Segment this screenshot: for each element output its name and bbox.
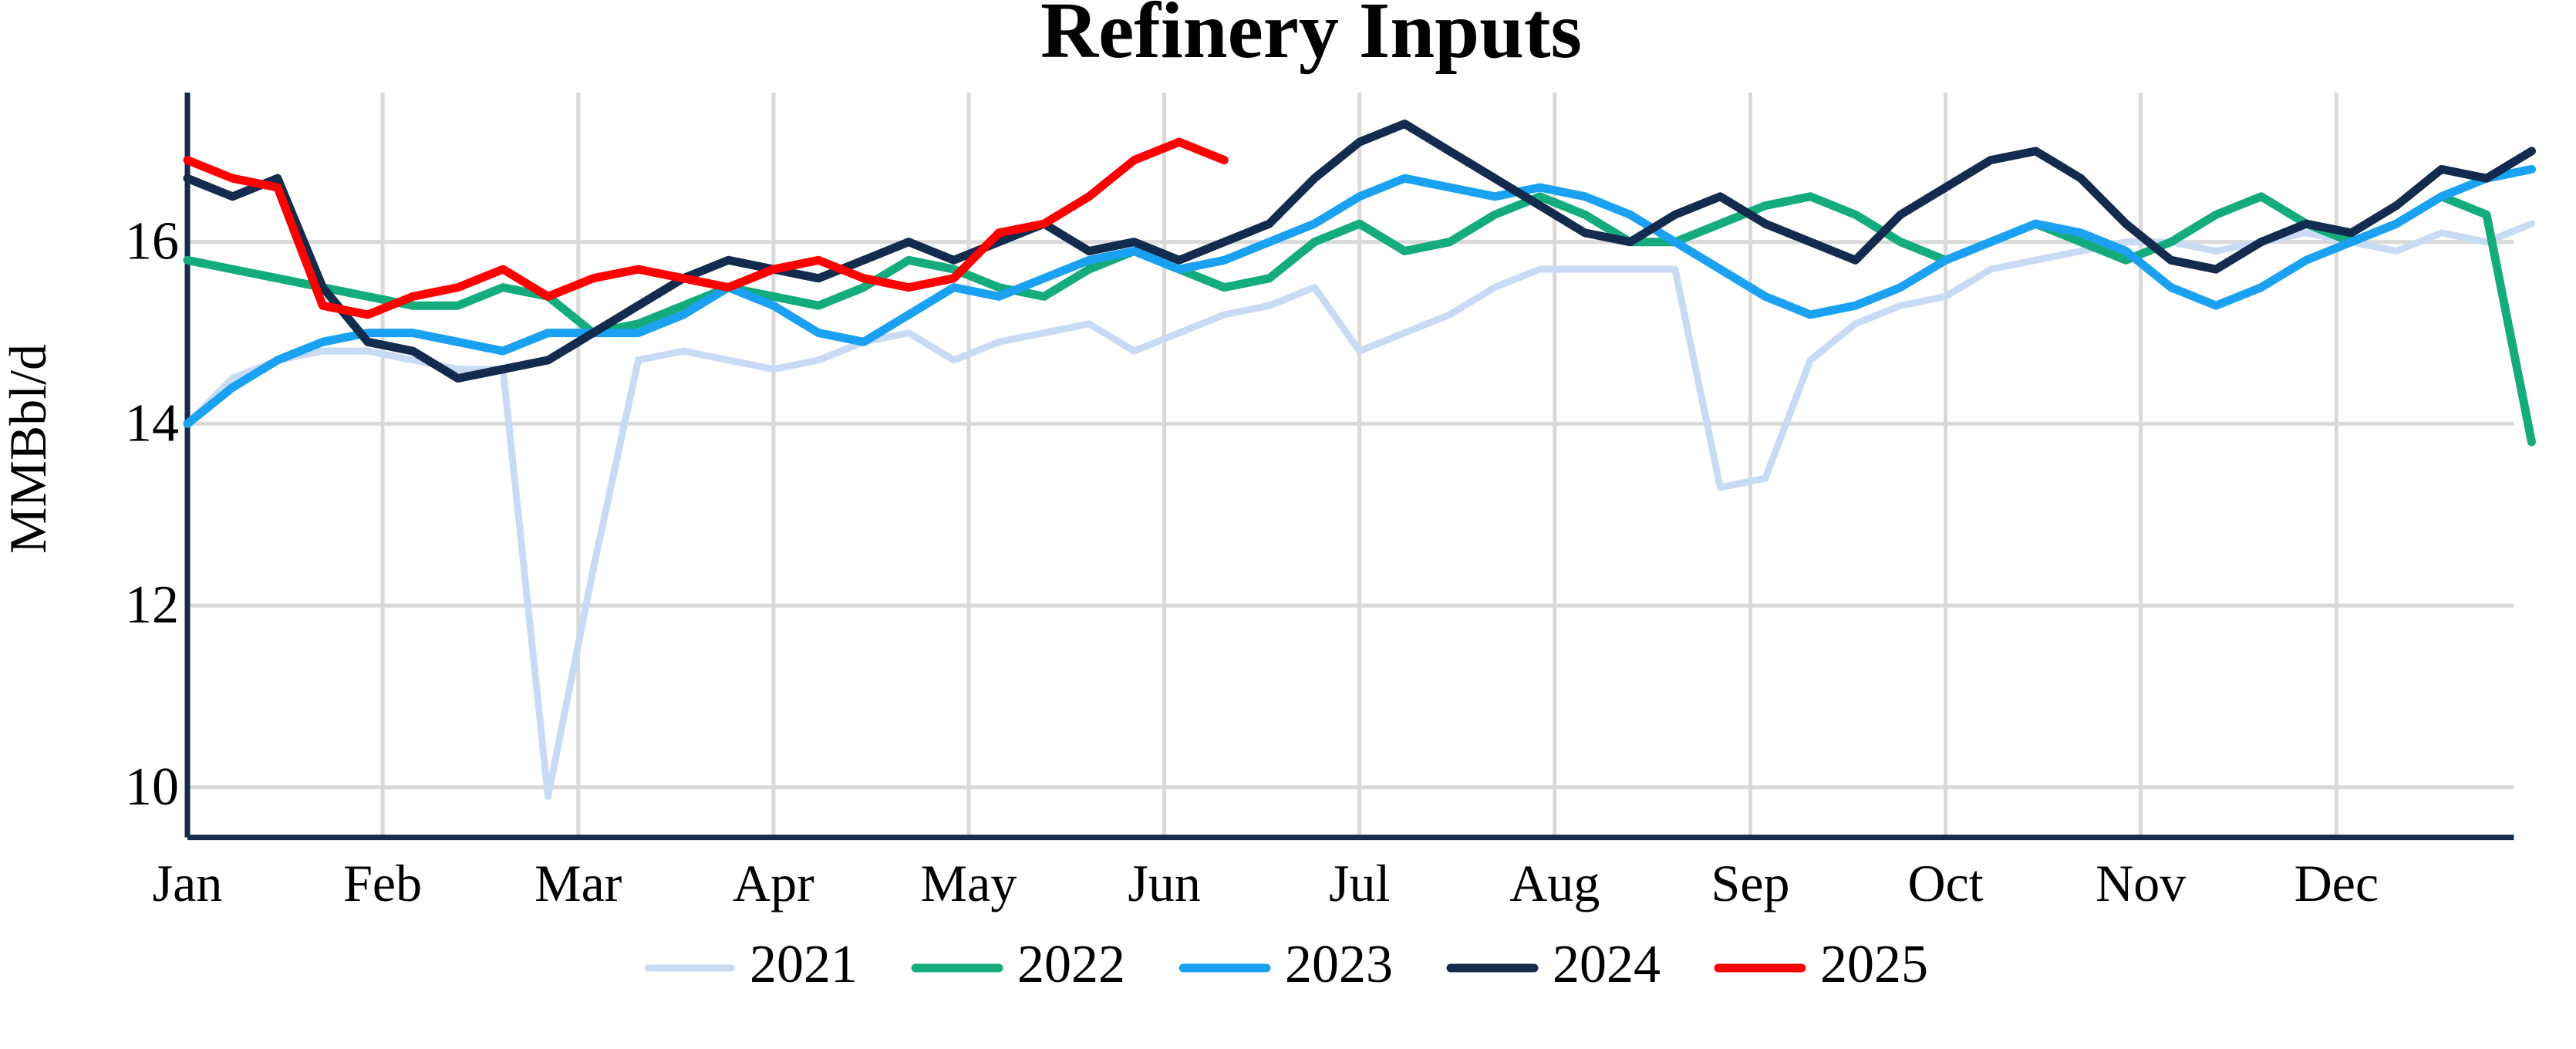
svg-text:MMBbl/d: MMBbl/d [0,344,57,554]
svg-text:Jan: Jan [153,854,223,912]
svg-text:Dec: Dec [2294,854,2379,912]
svg-text:2022: 2022 [1017,935,1125,994]
svg-text:Mar: Mar [534,854,622,912]
svg-text:10: 10 [125,757,179,817]
svg-text:2023: 2023 [1285,935,1393,994]
svg-text:2024: 2024 [1553,935,1661,994]
svg-text:Refinery Inputs: Refinery Inputs [1040,0,1582,75]
svg-text:May: May [921,854,1017,912]
svg-text:Oct: Oct [1908,854,1984,912]
svg-text:Nov: Nov [2096,854,2186,912]
svg-text:2025: 2025 [1820,935,1928,994]
svg-text:14: 14 [125,393,179,453]
svg-text:Sep: Sep [1711,854,1790,912]
svg-text:Feb: Feb [343,854,422,912]
svg-text:2021: 2021 [750,935,858,994]
svg-text:Aug: Aug [1509,854,1600,912]
svg-text:Apr: Apr [733,854,814,912]
svg-text:16: 16 [125,212,179,272]
svg-text:12: 12 [125,575,179,635]
svg-text:Jul: Jul [1329,854,1390,912]
svg-text:Jun: Jun [1128,854,1200,912]
